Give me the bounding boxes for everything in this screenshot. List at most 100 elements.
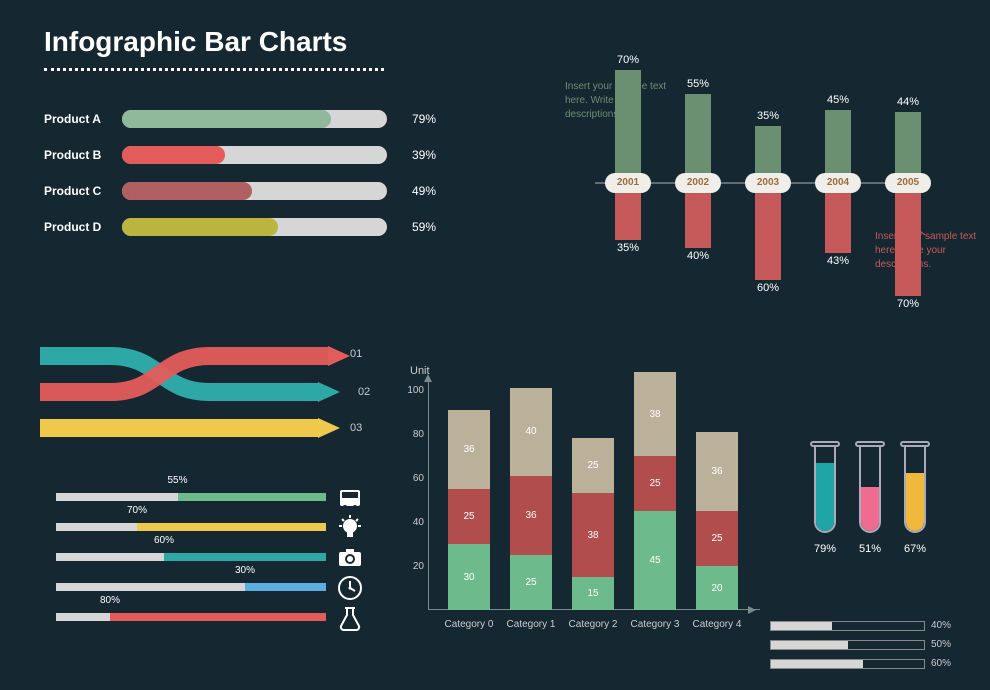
diverging-up-value: 44% — [888, 96, 928, 108]
title-underline — [44, 68, 384, 71]
diverging-up-bar — [895, 112, 921, 182]
category-label: Category 2 — [563, 619, 623, 630]
product-bar-chart: Product A79%Product B39%Product C49%Prod… — [44, 110, 436, 254]
icon-bar-value: 30% — [235, 565, 255, 576]
product-value: 49% — [412, 184, 436, 198]
stack-segment: 25 — [448, 489, 490, 544]
stack-segment: 38 — [572, 493, 614, 577]
diverging-down-value: 70% — [888, 298, 928, 310]
y-tick: 100 — [400, 385, 424, 396]
diverging-down-bar — [755, 184, 781, 280]
year-pill: 2002 — [675, 173, 721, 193]
diverging-down-bar — [685, 184, 711, 248]
stack-segment: 36 — [510, 476, 552, 555]
simple-bar: 60% — [770, 658, 965, 669]
product-label: Product D — [44, 220, 122, 234]
product-bar: Product B 39% — [44, 146, 436, 164]
product-bar: Product A 79% — [44, 110, 436, 128]
icon-bar-value: 55% — [167, 475, 187, 486]
icon-bar-row: 70% — [44, 510, 364, 536]
diverging-down-value: 35% — [608, 242, 648, 254]
tube-value: 51% — [855, 543, 885, 555]
product-value: 79% — [412, 112, 436, 126]
icon-bar-row: 30% — [44, 570, 364, 596]
product-bar: Product C 49% — [44, 182, 436, 200]
simple-progress-bars: 40% 50% 60% — [770, 620, 965, 677]
y-tick: 40 — [400, 517, 424, 528]
stacked-column: 362530 — [448, 410, 490, 610]
stack-segment: 25 — [696, 511, 738, 566]
stacked-column: 403625 — [510, 388, 552, 610]
clock-icon — [336, 574, 364, 602]
diverging-down-value: 40% — [678, 250, 718, 262]
arrow-label-03: 03 — [350, 422, 362, 434]
flask-icon — [336, 604, 364, 632]
y-axis-label: Unit — [410, 365, 430, 377]
bus-icon — [336, 484, 364, 512]
annotation-down: Insert your sample text here. Write your… — [875, 230, 980, 272]
category-label: Category 0 — [439, 619, 499, 630]
product-value: 59% — [412, 220, 436, 234]
stack-segment: 30 — [448, 544, 490, 610]
stacked-column: 382545 — [634, 372, 676, 610]
bulb-icon — [336, 514, 364, 542]
year-pill: 2005 — [885, 173, 931, 193]
diverging-up-bar — [825, 110, 851, 182]
diverging-down-value: 43% — [818, 255, 858, 267]
y-tick: 60 — [400, 473, 424, 484]
product-label: Product A — [44, 112, 122, 126]
test-tube-chart: 79% 51% 67% — [810, 435, 945, 550]
simple-bar-value: 60% — [931, 658, 951, 669]
icon-bar-value: 80% — [100, 595, 120, 606]
icon-bar-value: 60% — [154, 535, 174, 546]
icon-bar-row: 80% — [44, 600, 364, 626]
stacked-bar-chart: Unit20406080100362530Category 0403625Cat… — [400, 370, 760, 650]
stack-segment: 15 — [572, 577, 614, 610]
tube-value: 79% — [810, 543, 840, 555]
product-value: 39% — [412, 148, 436, 162]
category-label: Category 1 — [501, 619, 561, 630]
annotation-up: Insert your sample text here. Write your… — [565, 80, 670, 122]
y-tick: 20 — [400, 561, 424, 572]
camera-icon — [336, 544, 364, 572]
stack-segment: 25 — [572, 438, 614, 493]
diverging-up-value: 35% — [748, 110, 788, 122]
diverging-up-value: 70% — [608, 54, 648, 66]
simple-bar: 40% — [770, 620, 965, 631]
diverging-down-bar — [825, 184, 851, 253]
stack-segment: 40 — [510, 388, 552, 476]
product-bar: Product D 59% — [44, 218, 436, 236]
test-tube: 67% — [900, 435, 930, 545]
icon-bar-chart: 55%70%60%30%80% — [44, 480, 364, 630]
stack-segment: 36 — [696, 432, 738, 511]
year-pill: 2004 — [815, 173, 861, 193]
test-tube: 51% — [855, 435, 885, 545]
diverging-down-value: 60% — [748, 282, 788, 294]
diverging-up-bar — [685, 94, 711, 182]
stack-segment: 25 — [510, 555, 552, 610]
y-tick: 80 — [400, 429, 424, 440]
category-label: Category 3 — [625, 619, 685, 630]
simple-bar-value: 40% — [931, 620, 951, 631]
year-pill: 2001 — [605, 173, 651, 193]
stacked-column: 362520 — [696, 432, 738, 610]
diverging-up-value: 45% — [818, 94, 858, 106]
icon-bar-value: 70% — [127, 505, 147, 516]
stack-segment: 20 — [696, 566, 738, 610]
stack-segment: 38 — [634, 372, 676, 456]
simple-bar: 50% — [770, 639, 965, 650]
icon-bar-row: 60% — [44, 540, 364, 566]
diverging-up-value: 55% — [678, 78, 718, 90]
product-label: Product B — [44, 148, 122, 162]
simple-bar-value: 50% — [931, 639, 951, 650]
crossing-arrows-diagram: 01 02 03 — [40, 340, 350, 450]
arrow-label-01: 01 — [350, 348, 362, 360]
stack-segment: 25 — [634, 456, 676, 511]
product-label: Product C — [44, 184, 122, 198]
stack-segment: 45 — [634, 511, 676, 610]
stacked-column: 253815 — [572, 438, 614, 610]
page-title: Infographic Bar Charts — [44, 26, 347, 58]
tube-value: 67% — [900, 543, 930, 555]
test-tube: 79% — [810, 435, 840, 545]
category-label: Category 4 — [687, 619, 747, 630]
